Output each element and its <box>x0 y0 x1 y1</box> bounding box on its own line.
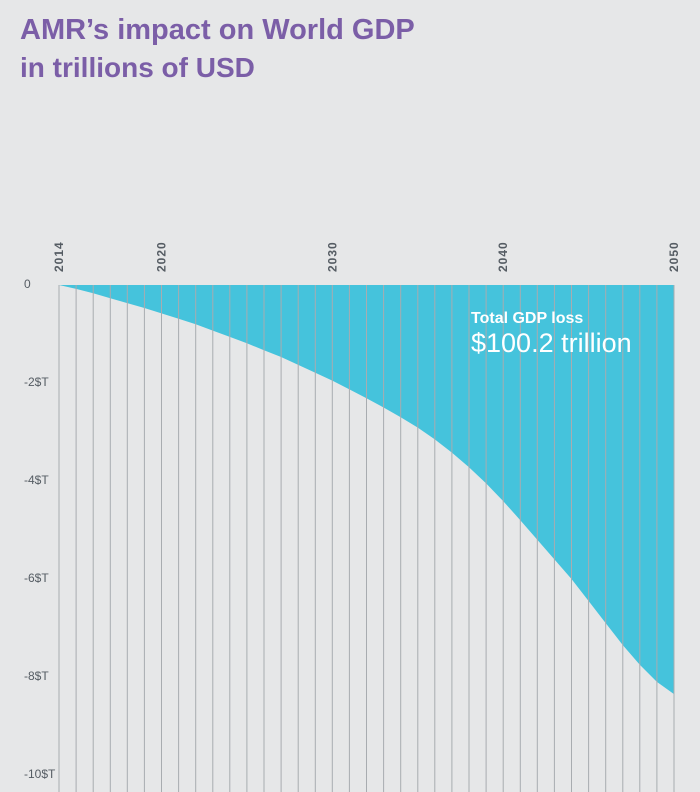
x-tick-label: 2020 <box>155 241 169 272</box>
y-tick-label: 0 <box>24 277 31 291</box>
x-tick-label: 2014 <box>52 241 66 272</box>
y-tick-label: -6$T <box>24 571 49 585</box>
total-gdp-loss-value: $100.2 trillion <box>471 328 632 358</box>
x-axis-ticks: 2014 2020 2030 2040 2050 <box>52 241 681 272</box>
chart-subtitle: in trillions of USD <box>20 52 255 83</box>
y-tick-label: -8$T <box>24 669 49 683</box>
y-tick-label: -4$T <box>24 473 49 487</box>
chart-title: AMR’s impact on World GDP <box>20 14 415 46</box>
y-tick-label: -2$T <box>24 375 49 389</box>
y-tick-label: -10$T <box>24 767 56 781</box>
year-grid-lines <box>58 285 675 792</box>
total-gdp-loss-label: Total GDP loss <box>471 310 583 327</box>
x-tick-label: 2040 <box>496 241 510 272</box>
x-tick-label: 2050 <box>667 241 681 272</box>
x-tick-label: 2030 <box>325 241 339 272</box>
y-axis-ticks: 0 -2$T -4$T -6$T -8$T -10$T <box>24 277 56 781</box>
